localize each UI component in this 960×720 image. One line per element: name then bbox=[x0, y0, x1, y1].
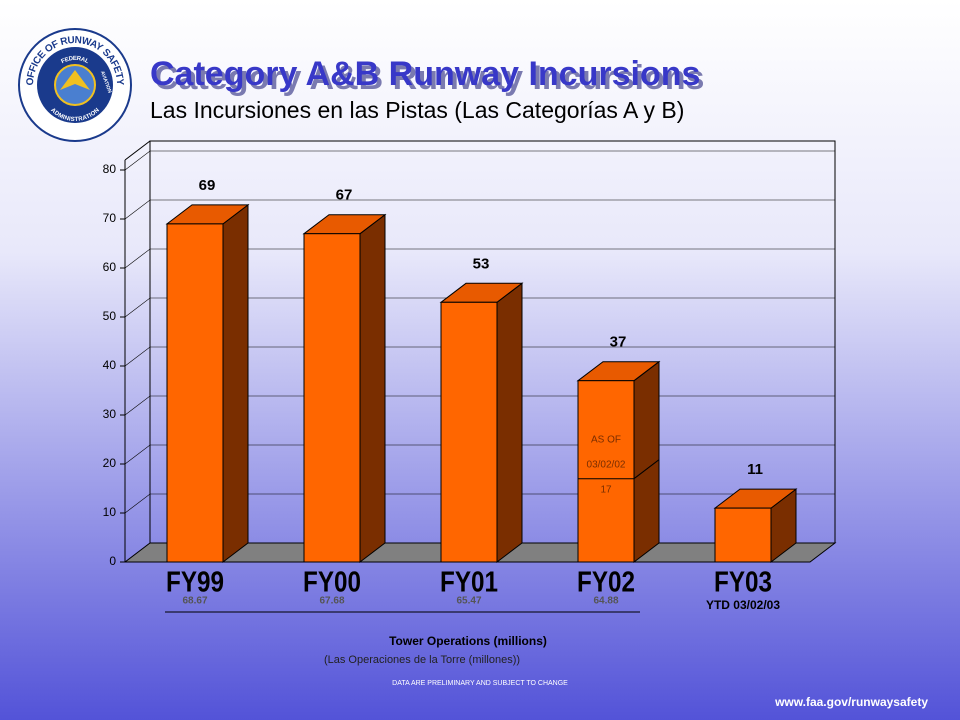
annotation-text: 03/02/02 bbox=[587, 460, 626, 471]
value-label: 53 bbox=[473, 255, 490, 272]
x-tick-label: FY03 bbox=[714, 567, 772, 599]
annotation-value: 17 bbox=[600, 485, 612, 496]
bar bbox=[577, 380, 635, 563]
grid-line bbox=[124, 150, 835, 171]
side-wall-edge bbox=[124, 140, 151, 161]
bar bbox=[166, 223, 224, 563]
bar-side bbox=[222, 203, 249, 564]
bar-side bbox=[496, 282, 523, 564]
value-label: 37 bbox=[610, 334, 627, 351]
x-tick-label: FY02 bbox=[577, 567, 635, 599]
y-tick-label: 80 bbox=[103, 162, 117, 176]
y-tick-label: 60 bbox=[103, 260, 117, 274]
y-tick-label: 50 bbox=[103, 309, 117, 323]
y-tick-label: 30 bbox=[103, 407, 117, 421]
bar bbox=[440, 301, 498, 563]
logo-text: FEDERAL bbox=[60, 55, 90, 64]
tower-ops-label: 68.67 bbox=[182, 596, 207, 607]
y-tick-label: 10 bbox=[103, 505, 117, 519]
grid-line bbox=[124, 199, 835, 220]
title-shadow: Category A&B Runway Incursions bbox=[154, 59, 704, 97]
x-axis-label: Tower Operations (millions) bbox=[389, 634, 547, 648]
bar bbox=[303, 233, 361, 563]
x-axis-label-es: (Las Operaciones de la Torre (millones)) bbox=[324, 654, 520, 666]
annotation-text: AS OF bbox=[591, 435, 621, 446]
value-label: 67 bbox=[336, 187, 353, 204]
tower-ops-label: 67.68 bbox=[319, 596, 344, 607]
y-tick-label: 40 bbox=[103, 358, 117, 372]
value-label: 69 bbox=[199, 177, 216, 194]
value-label: 11 bbox=[747, 461, 763, 478]
chart-subtitle: Las Incursiones en las Pistas (Las Categ… bbox=[150, 97, 684, 123]
y-tick-label: 70 bbox=[103, 211, 117, 225]
segment-line bbox=[578, 459, 660, 480]
x-tick-label: FY99 bbox=[166, 567, 224, 599]
tower-ops-label: 65.47 bbox=[456, 596, 481, 607]
y-tick-label: 0 bbox=[109, 554, 116, 568]
bar-side bbox=[633, 360, 660, 564]
logo-wings bbox=[60, 70, 90, 90]
grid-line bbox=[124, 346, 835, 367]
logo-inner-top: FEDERAL bbox=[60, 55, 90, 64]
tower-ops-label: 64.88 bbox=[593, 596, 618, 607]
footnote: DATA ARE PRELIMINARY AND SUBJECT TO CHAN… bbox=[392, 680, 568, 687]
x-tick-label: FY01 bbox=[440, 567, 498, 599]
x-tick-label: FY00 bbox=[303, 567, 361, 599]
chart-title: Category A&B Runway Incursions bbox=[150, 55, 700, 93]
y-tick-label: 20 bbox=[103, 456, 117, 470]
grid-line bbox=[124, 248, 835, 269]
bar-side bbox=[359, 213, 386, 564]
back-wall bbox=[149, 140, 836, 543]
grid-line bbox=[124, 297, 835, 318]
ytd-note: YTD 03/02/03 bbox=[706, 598, 780, 612]
bar bbox=[714, 507, 772, 563]
url[interactable]: www.faa.gov/runwaysafety bbox=[774, 695, 928, 709]
logo-globe bbox=[54, 64, 96, 106]
logo: OFFICE OF RUNWAY SAFETY FEDERAL AVIATION… bbox=[18, 28, 132, 142]
